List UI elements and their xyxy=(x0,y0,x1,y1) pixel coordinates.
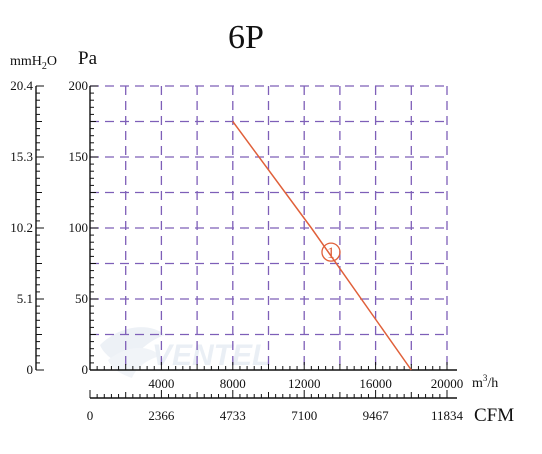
y-secondary-tick-label: 15.3 xyxy=(10,149,33,164)
x-primary-tick-label: 4000 xyxy=(148,376,174,391)
y-secondary-tick-label: 0 xyxy=(27,362,34,377)
grid xyxy=(90,85,448,370)
y-primary-unit-label: Pa xyxy=(78,48,98,69)
y-primary-tick-label: 150 xyxy=(69,149,89,164)
x-secondary-tick-label: 11834 xyxy=(431,408,464,423)
x-primary-tick-label: 8000 xyxy=(220,376,246,391)
x-secondary-unit-label: CFM xyxy=(474,405,514,426)
curve-marker-label: 1 xyxy=(327,245,335,262)
series: 1 xyxy=(232,121,412,371)
y-secondary-tick-label: 5.1 xyxy=(17,291,33,306)
y-primary-tick-label: 100 xyxy=(69,220,89,235)
y-primary-tick-label: 200 xyxy=(69,78,89,93)
x-primary-tick-label: 20000 xyxy=(431,376,464,391)
y-primary-tick-label: 0 xyxy=(82,362,89,377)
y-primary-tick-label: 50 xyxy=(75,291,88,306)
x-secondary-tick-label: 2366 xyxy=(148,408,175,423)
y-secondary-unit-label: mmH2O xyxy=(10,54,57,72)
x-secondary-tick-label: 9467 xyxy=(363,408,390,423)
x-primary-tick-label: 12000 xyxy=(288,376,321,391)
ticks xyxy=(36,85,448,398)
y-secondary-tick-label: 20.4 xyxy=(10,78,33,93)
x-primary-unit-label: m3/h xyxy=(472,373,498,391)
chart-title: 6P xyxy=(228,19,264,56)
y-secondary-tick-label: 10.2 xyxy=(10,220,33,235)
series-line-1 xyxy=(232,121,412,371)
curve-marker xyxy=(321,242,341,262)
x-secondary-tick-label: 0 xyxy=(87,408,94,423)
x-secondary-tick-label: 7100 xyxy=(291,408,317,423)
x-primary-tick-label: 16000 xyxy=(359,376,392,391)
x-secondary-tick-label: 4733 xyxy=(220,408,246,423)
